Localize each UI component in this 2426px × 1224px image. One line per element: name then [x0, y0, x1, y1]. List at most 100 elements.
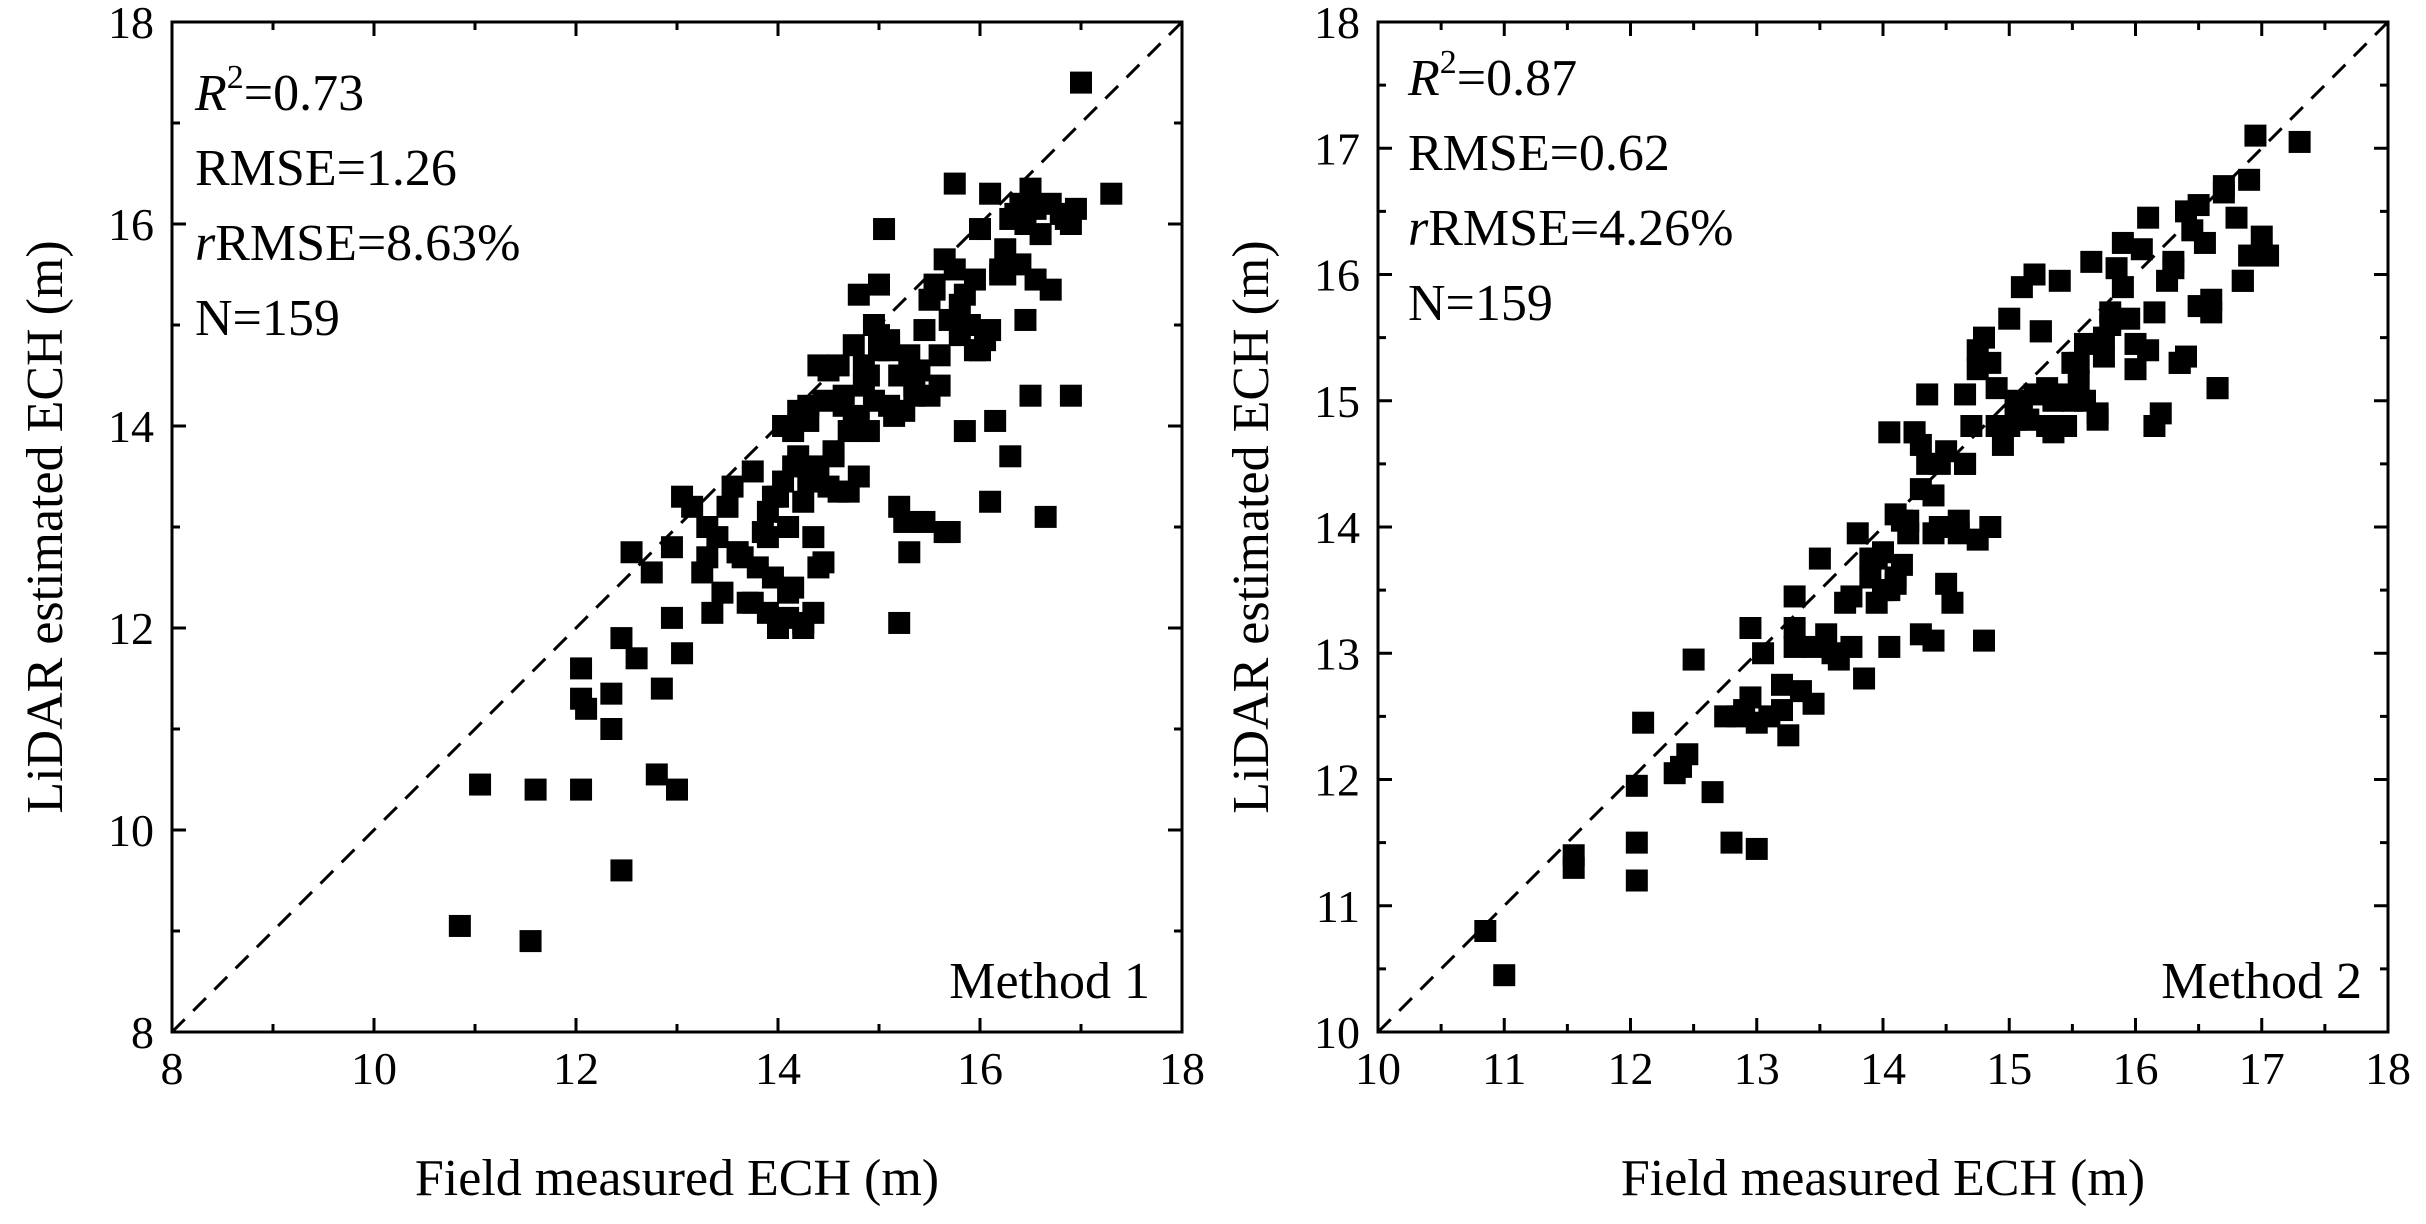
data-point: [878, 339, 901, 362]
data-point: [610, 859, 633, 882]
data-point: [731, 546, 754, 569]
data-point: [2175, 345, 2197, 368]
method-label: Method 1: [949, 953, 1150, 1010]
data-point: [1625, 869, 1648, 892]
y-tick-label: 10: [108, 805, 154, 856]
data-point: [979, 182, 1002, 205]
data-point: [519, 930, 542, 953]
data-point: [1960, 415, 1983, 437]
data-point: [2118, 307, 2141, 330]
x-tick-label: 16: [957, 1043, 1003, 1094]
data-point: [1903, 421, 1926, 444]
data-point: [1752, 642, 1775, 665]
data-point: [1562, 844, 1585, 867]
data-point: [2238, 168, 2261, 191]
y-tick-label: 8: [131, 1007, 154, 1058]
x-tick-label: 10: [351, 1043, 397, 1094]
data-point: [1014, 308, 1037, 331]
data-point: [1991, 433, 2014, 456]
data-point: [1493, 964, 1516, 987]
data-point: [2206, 377, 2229, 400]
data-point: [1720, 831, 1743, 854]
y-tick-label: 12: [108, 603, 154, 654]
data-point: [761, 485, 784, 508]
data-point: [953, 420, 976, 443]
data-point: [969, 339, 991, 362]
data-point: [822, 445, 845, 468]
data-point: [2288, 130, 2311, 153]
data-point: [1846, 522, 1869, 545]
data-point: [1039, 278, 1062, 301]
data-point: [903, 384, 926, 407]
data-point: [645, 763, 668, 786]
data-point: [847, 283, 870, 306]
data-point: [2137, 206, 2160, 229]
data-point: [1928, 452, 1951, 475]
data-point: [1890, 509, 1913, 532]
data-point: [1922, 629, 1945, 652]
data-point: [943, 258, 966, 281]
data-point: [777, 516, 800, 538]
data-point: [2086, 408, 2109, 431]
data-point: [999, 445, 1022, 468]
data-point: [600, 682, 623, 705]
data-point: [2074, 332, 2096, 355]
data-point: [2099, 314, 2122, 336]
data-point: [1878, 635, 1901, 658]
data-point: [923, 273, 946, 296]
data-point: [1808, 547, 1831, 570]
data-point: [650, 677, 673, 700]
data-point: [802, 526, 825, 549]
y-tick-label: 14: [108, 401, 154, 452]
data-point: [792, 490, 815, 513]
y-tick-label: 18: [108, 0, 154, 48]
data-point: [2225, 206, 2248, 229]
rrmse-label: rRMSE=8.63%: [195, 215, 521, 272]
x-tick-label: 14: [755, 1043, 801, 1094]
data-point: [948, 293, 971, 316]
data-point: [969, 218, 991, 241]
data-point: [792, 611, 815, 634]
data-point: [2029, 320, 2052, 343]
data-point: [1954, 452, 1977, 475]
data-point: [2092, 345, 2115, 368]
data-point: [660, 536, 683, 559]
data-point: [847, 409, 870, 432]
data-point: [1802, 692, 1825, 715]
data-point: [524, 778, 547, 801]
data-point: [741, 591, 764, 614]
data-point: [782, 420, 805, 443]
data-point: [2048, 269, 2071, 292]
data-point: [1890, 553, 1913, 576]
data-point: [873, 218, 896, 241]
method-label: Method 2: [2161, 953, 2362, 1010]
data-point: [1840, 585, 1863, 608]
data-point: [1474, 920, 1497, 942]
data-point: [963, 268, 986, 291]
x-tick-labels: 10 11 12 13 14 15 16 17 18: [1355, 1043, 2411, 1094]
data-point: [1878, 421, 1901, 444]
data-point: [1973, 326, 1995, 349]
data-point: [2244, 124, 2267, 147]
data-point: [2023, 263, 2046, 286]
x-tick-label: 12: [1608, 1043, 1654, 1094]
x-tick-label: 15: [1986, 1043, 2032, 1094]
data-point: [1985, 415, 2008, 437]
data-point: [847, 465, 870, 488]
data-point: [2149, 402, 2172, 425]
data-point: [696, 546, 719, 569]
data-point: [711, 581, 734, 604]
data-point: [610, 627, 633, 650]
data-point: [575, 697, 598, 720]
y-tick-label: 14: [1314, 502, 1360, 553]
tick-marks: [1376, 20, 2390, 1034]
data-point: [600, 718, 623, 740]
data-point: [756, 526, 779, 549]
data-point: [888, 611, 911, 634]
data-point: [1070, 71, 1092, 94]
data-point: [2193, 231, 2216, 254]
y-tick-label: 12: [1314, 755, 1360, 806]
data-point: [1935, 572, 1958, 595]
data-point: [696, 516, 719, 538]
